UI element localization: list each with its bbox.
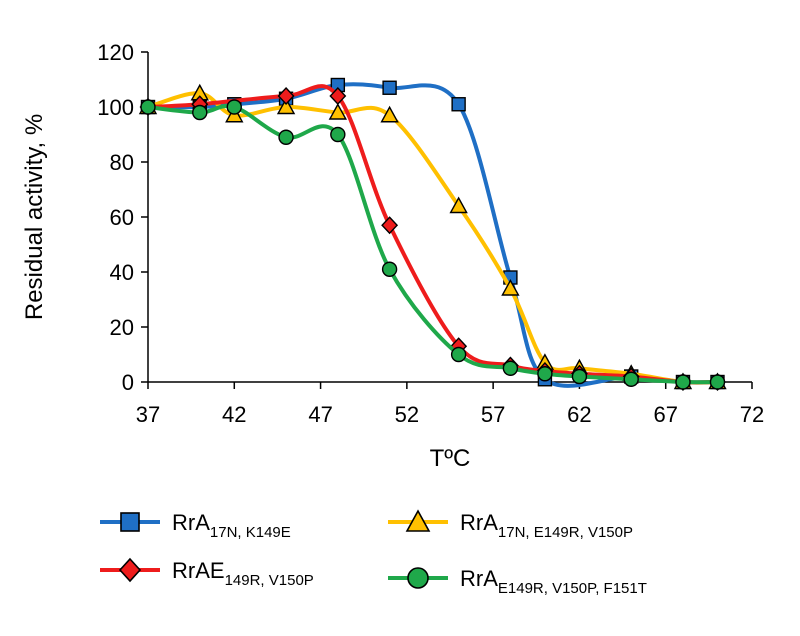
- legend-label-main: RrA: [460, 510, 498, 535]
- x-tick-label: 37: [136, 402, 160, 427]
- x-tick-label: 62: [567, 402, 591, 427]
- data-point: [277, 86, 295, 106]
- series-line: [146, 82, 720, 388]
- legend-item-rra-e149r-v150p-f151t: RrAE149R, V150P, F151T: [388, 566, 647, 597]
- legend-label-subscript: 17N, K149E: [210, 524, 291, 541]
- data-point: [329, 86, 347, 106]
- data-point: [382, 80, 397, 95]
- series-rra-17n-e149r-v150p: [138, 83, 727, 390]
- x-tick-label: 72: [740, 402, 764, 427]
- y-tick-label: 40: [110, 260, 134, 285]
- legend-item-rra-17n-e149r-v150p: RrA17N, E149R, V150P: [388, 509, 633, 541]
- y-tick-label: 0: [122, 370, 134, 395]
- y-tick-label: 80: [110, 150, 134, 175]
- data-point: [451, 97, 466, 112]
- legend-marker: [405, 509, 431, 532]
- legend-label: RrAE149R, V150P: [172, 558, 314, 589]
- series-line: [146, 84, 720, 385]
- data-point: [380, 105, 399, 123]
- series-rrae-149r-v150p: [139, 84, 726, 392]
- series-layer: [138, 77, 727, 392]
- data-point: [226, 99, 242, 115]
- data-point: [330, 126, 346, 143]
- data-point: [192, 104, 208, 121]
- legend-label-subscript: E149R, V150P, F151T: [498, 580, 647, 597]
- data-point: [501, 279, 520, 296]
- legend-marker: [407, 567, 429, 589]
- legend-label-main: RrA: [460, 566, 498, 591]
- legend-label-main: RrAE: [172, 558, 225, 583]
- x-tick-label: 42: [222, 402, 246, 427]
- data-point: [675, 374, 691, 390]
- axes: 0 20 40 60 80 100 120 37 42 47 52 57 62 67 72: [97, 40, 764, 427]
- data-point: [328, 103, 348, 120]
- legend-label: RrA17N, K149E: [172, 510, 291, 541]
- y-tick-label: 20: [110, 315, 134, 340]
- x-tick-label: 57: [481, 402, 505, 427]
- data-point: [140, 99, 156, 115]
- data-point: [537, 366, 553, 382]
- legend-marker: [118, 557, 142, 583]
- x-tick-label: 67: [653, 402, 677, 427]
- y-tick-label: 120: [97, 40, 134, 65]
- data-point: [502, 360, 519, 376]
- data-point: [276, 97, 296, 115]
- x-ticks: 37 42 47 52 57 62 67 72: [136, 382, 764, 427]
- legend-label: RrAE149R, V150P, F151T: [460, 566, 647, 597]
- data-point: [709, 374, 726, 390]
- series-rra-17n-k149e: [140, 77, 725, 390]
- legend-label-main: RrA: [172, 510, 210, 535]
- data-point: [571, 368, 588, 385]
- x-tick-label: 47: [308, 402, 332, 427]
- legend-item-rrae-149r-v150p: RrAE149R, V150P: [100, 557, 314, 589]
- data-point: [623, 371, 639, 387]
- series-line: [146, 104, 720, 385]
- legend-label-subscript: 149R, V150P: [225, 572, 314, 589]
- data-point: [381, 216, 399, 235]
- y-axis-title: Residual activity, %: [21, 114, 48, 320]
- y-tick-label: 100: [97, 95, 134, 120]
- series-line: [146, 91, 720, 385]
- y-ticks: 0 20 40 60 80 100 120: [97, 40, 148, 395]
- series-rra-e149r-v150p-f151t: [140, 99, 726, 390]
- x-axis-title: TºC: [430, 445, 471, 472]
- legend-item-rra-17n-k149e: RrA17N, K149E: [100, 510, 291, 541]
- y-tick-label: 60: [110, 205, 134, 230]
- legend-label: RrA17N, E149R, V150P: [460, 510, 633, 541]
- x-tick-label: 52: [395, 402, 419, 427]
- legend-label-subscript: 17N, E149R, V150P: [498, 524, 633, 541]
- legend: RrA17N, K149E RrA17N, E149R, V150PRrAE149…: [100, 509, 647, 597]
- data-point: [449, 196, 468, 214]
- data-point: [381, 261, 398, 277]
- data-point: [450, 346, 467, 363]
- legend-marker: [120, 512, 140, 532]
- data-point: [278, 129, 294, 145]
